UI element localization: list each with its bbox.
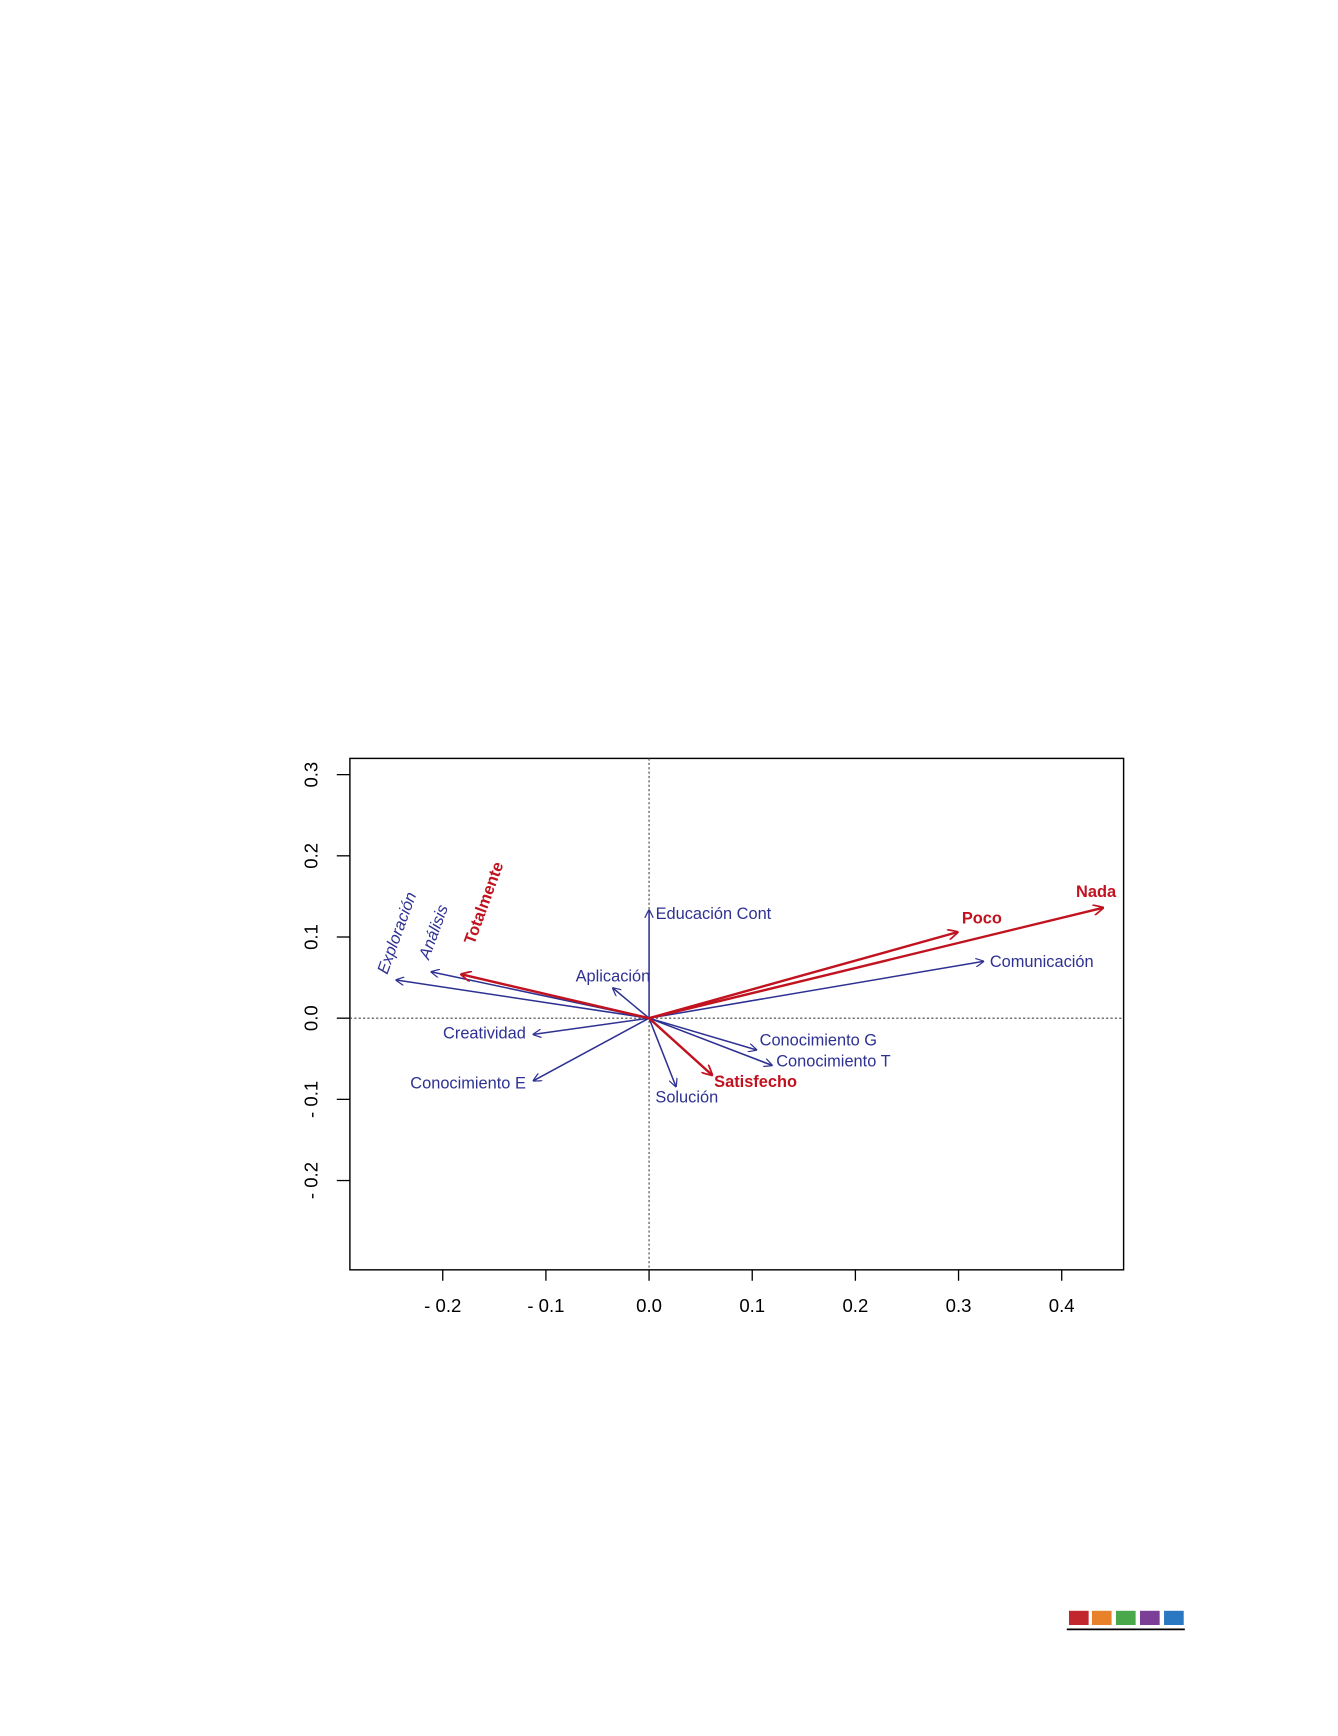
footer-mark	[1066, 1610, 1185, 1631]
arrow	[648, 908, 1103, 1020]
arrow-label: Análisis	[415, 902, 452, 962]
arrow-label: Aplicación	[576, 968, 651, 986]
x-tick-label: - 0.1	[527, 1295, 564, 1316]
arrow	[534, 1017, 650, 1034]
arrow	[648, 1017, 772, 1065]
x-tick-label: 0.3	[946, 1295, 972, 1316]
arrow	[534, 1017, 650, 1081]
arrow-label: Poco	[962, 909, 1002, 927]
arrow-label: Educación Cont	[656, 905, 772, 923]
y-tick-label: 0.2	[301, 843, 322, 869]
arrow	[648, 961, 983, 1019]
x-tick-label: 0.4	[1049, 1295, 1075, 1316]
arrow-label: Conocimiento E	[410, 1074, 526, 1092]
x-tick-label: - 0.2	[424, 1295, 461, 1316]
y-tick-label: - 0.2	[301, 1162, 322, 1199]
arrow-label: Nada	[1076, 883, 1117, 901]
arrow-label: Conocimiento T	[776, 1052, 890, 1070]
arrow	[648, 1017, 712, 1075]
arrow	[648, 1017, 676, 1086]
arrow	[396, 980, 650, 1019]
plot-frame	[349, 757, 1125, 1271]
arrow	[461, 974, 650, 1020]
y-tick-label: - 0.1	[301, 1081, 322, 1118]
arrow	[613, 988, 650, 1019]
y-tick-label: 0.3	[301, 762, 322, 788]
y-tick-label: 0.0	[301, 1005, 322, 1031]
y-tick-label: 0.1	[301, 924, 322, 950]
x-tick-label: 0.1	[739, 1295, 765, 1316]
arrow	[648, 1017, 756, 1050]
arrow-label: Creatividad	[443, 1025, 526, 1043]
arrow-label: Satisfecho	[714, 1073, 797, 1091]
arrow-label: Comunicación	[990, 953, 1094, 971]
arrow-label: Exploración	[374, 890, 420, 977]
arrow-label: Totalmente	[461, 859, 507, 946]
arrow-label: Solución	[655, 1089, 718, 1107]
x-tick-label: 0.0	[636, 1295, 662, 1316]
x-tick-label: 0.2	[842, 1295, 868, 1316]
arrow-label: Conocimiento G	[760, 1031, 877, 1049]
arrow	[648, 932, 957, 1020]
